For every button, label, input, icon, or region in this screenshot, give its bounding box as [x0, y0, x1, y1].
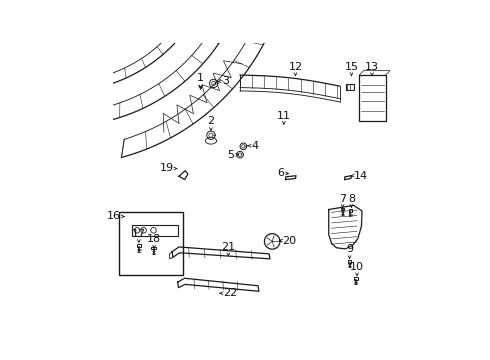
- Bar: [132, 225, 178, 236]
- Text: 8: 8: [348, 194, 355, 204]
- Bar: [348, 260, 351, 262]
- Text: 20: 20: [282, 235, 296, 246]
- Text: 11: 11: [277, 111, 291, 121]
- Bar: [354, 277, 358, 280]
- Text: 19: 19: [159, 163, 173, 174]
- Text: 9: 9: [346, 244, 353, 255]
- Text: 16: 16: [107, 211, 121, 221]
- Text: 5: 5: [227, 150, 234, 159]
- Text: 21: 21: [221, 242, 236, 252]
- Text: 6: 6: [277, 168, 284, 179]
- Bar: [151, 247, 156, 249]
- Bar: [348, 210, 352, 212]
- Text: 22: 22: [223, 288, 237, 298]
- Text: 7: 7: [339, 194, 346, 204]
- Bar: [120, 212, 183, 275]
- Text: 17: 17: [132, 229, 146, 239]
- Text: 2: 2: [207, 116, 215, 126]
- Bar: [359, 75, 386, 121]
- Text: 3: 3: [222, 76, 229, 86]
- Text: 12: 12: [289, 62, 302, 72]
- Bar: [346, 84, 354, 90]
- Bar: [137, 244, 141, 247]
- Text: 15: 15: [344, 62, 359, 72]
- Text: 10: 10: [350, 262, 364, 272]
- Text: 14: 14: [354, 171, 368, 181]
- Text: 18: 18: [147, 234, 161, 244]
- Bar: [341, 208, 344, 210]
- Text: 1: 1: [197, 73, 204, 84]
- Text: 4: 4: [251, 141, 258, 151]
- Text: 13: 13: [365, 62, 379, 72]
